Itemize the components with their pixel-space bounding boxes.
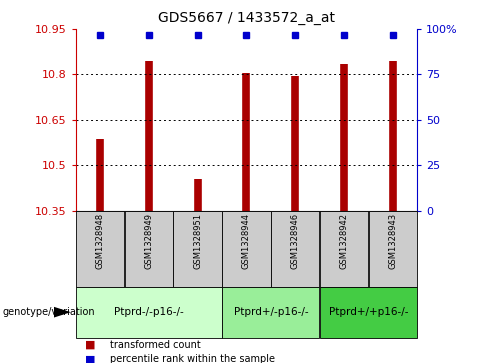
Text: GSM1328951: GSM1328951 (193, 213, 202, 269)
Text: transformed count: transformed count (110, 340, 201, 350)
Text: GSM1328948: GSM1328948 (96, 213, 104, 269)
Text: GSM1328942: GSM1328942 (340, 213, 348, 269)
Bar (271, 211, 319, 287)
Bar (320, 287, 417, 338)
Bar (369, 211, 417, 287)
Bar (223, 287, 320, 338)
Bar (174, 211, 222, 287)
Text: genotype/variation: genotype/variation (2, 307, 95, 317)
Text: percentile rank within the sample: percentile rank within the sample (110, 354, 275, 363)
Text: GSM1328946: GSM1328946 (291, 213, 300, 269)
Title: GDS5667 / 1433572_a_at: GDS5667 / 1433572_a_at (158, 11, 335, 25)
Text: GSM1328944: GSM1328944 (242, 213, 251, 269)
Bar (76, 287, 222, 338)
Bar (223, 211, 270, 287)
Text: ■: ■ (85, 340, 96, 350)
Text: Ptprd-/-p16-/-: Ptprd-/-p16-/- (114, 307, 183, 317)
Bar (320, 211, 368, 287)
Text: ■: ■ (85, 354, 96, 363)
Text: Ptprd+/-p16-/-: Ptprd+/-p16-/- (234, 307, 308, 317)
Text: GSM1328943: GSM1328943 (388, 213, 397, 269)
Polygon shape (54, 307, 71, 318)
Text: GSM1328949: GSM1328949 (144, 213, 153, 269)
Text: Ptprd+/+p16-/-: Ptprd+/+p16-/- (329, 307, 408, 317)
Bar (125, 211, 173, 287)
Bar (76, 211, 124, 287)
